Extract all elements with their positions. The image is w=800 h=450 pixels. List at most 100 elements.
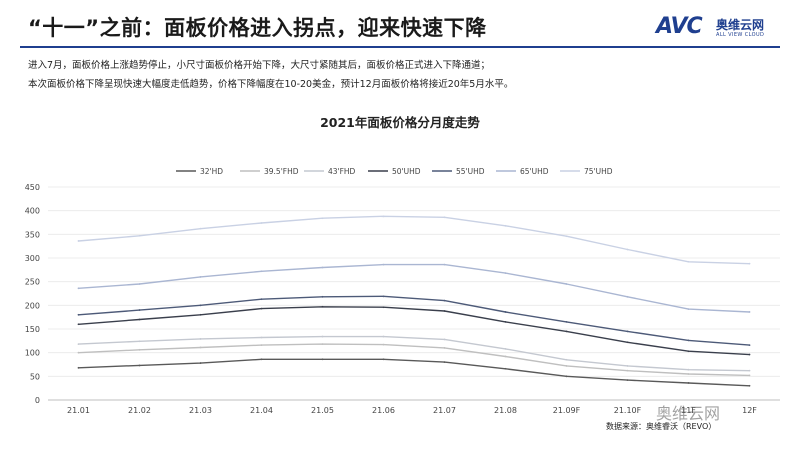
data-point — [504, 321, 507, 323]
data-point — [748, 353, 751, 356]
data-point — [626, 330, 629, 333]
series-line — [78, 358, 750, 387]
legend-label: 65'UHD — [520, 167, 549, 176]
description-line-1: 进入7月，面板价格上涨趋势停止，小尺寸面板价格开始下降，大尺寸紧随其后，面板价格… — [28, 60, 491, 71]
x-tick-label: 21.08 — [494, 406, 517, 415]
data-point — [443, 310, 446, 312]
data-point — [626, 295, 629, 298]
data-point — [199, 313, 202, 316]
data-point — [748, 369, 751, 372]
description-line-2: 本次面板价格下降呈现快速大幅度走低趋势，价格下降幅度在10-20美金，预计12月… — [28, 79, 514, 90]
data-point — [687, 368, 690, 371]
logo-mark: AVC — [656, 14, 703, 39]
data-point — [260, 358, 263, 361]
data-point — [77, 323, 80, 326]
data-point — [138, 318, 141, 321]
data-point — [626, 365, 629, 367]
data-point — [321, 217, 324, 220]
x-tick-label: 11F — [681, 406, 696, 415]
data-point — [382, 263, 385, 266]
x-tick-label: 21.10F — [614, 406, 642, 415]
x-tick-label: 21.06 — [372, 406, 395, 415]
legend-label: 55'UHD — [456, 167, 485, 176]
data-point — [321, 305, 324, 308]
y-tick-label: 300 — [25, 254, 40, 263]
legend-label: 50'UHD — [392, 167, 421, 176]
series-line — [78, 215, 750, 265]
legend-label: 75'UHD — [584, 167, 613, 176]
x-tick-label: 21.04 — [250, 406, 273, 415]
x-tick-label: 21.09F — [553, 406, 581, 415]
data-point — [565, 358, 568, 361]
data-point — [565, 365, 568, 367]
data-point — [504, 224, 507, 227]
y-tick-label: 350 — [25, 230, 40, 239]
y-tick-label: 50 — [30, 372, 40, 381]
data-point — [321, 266, 324, 269]
data-source-note: 数据来源：奥维睿沃（REVO） — [606, 422, 717, 431]
data-point — [77, 313, 80, 316]
data-point — [77, 287, 80, 290]
data-point — [504, 355, 507, 358]
series-line — [78, 295, 750, 346]
data-point — [77, 351, 80, 354]
data-point — [138, 309, 141, 311]
data-point — [565, 330, 568, 333]
data-point — [382, 215, 385, 218]
data-point — [138, 364, 141, 367]
data-point — [687, 308, 690, 311]
data-point — [260, 222, 263, 224]
x-tick-label: 21.05 — [311, 406, 334, 415]
series-line — [78, 335, 750, 372]
data-point — [504, 347, 507, 350]
legend-label: 43'FHD — [328, 167, 356, 176]
data-point — [138, 283, 141, 285]
legend-label: 32'HD — [200, 167, 223, 176]
data-point — [565, 375, 568, 378]
x-tick-label: 21.02 — [128, 406, 151, 415]
data-point — [443, 347, 446, 349]
data-point — [321, 358, 324, 361]
data-point — [504, 311, 507, 313]
series-line — [78, 263, 750, 313]
x-tick-label: 12F — [742, 406, 757, 415]
data-point — [77, 343, 80, 346]
data-point — [687, 350, 690, 353]
data-point — [565, 321, 568, 323]
page-title: “十一”之前：面板价格进入拐点，迎来快速下降 — [28, 16, 487, 40]
data-point — [138, 348, 141, 351]
data-point — [565, 283, 568, 285]
data-point — [687, 373, 690, 375]
data-point — [687, 260, 690, 263]
data-point — [382, 358, 385, 361]
data-point — [77, 240, 80, 242]
x-tick-label: 21.07 — [433, 406, 456, 415]
data-point — [199, 338, 202, 340]
data-point — [687, 382, 690, 384]
data-point — [565, 235, 568, 238]
data-point — [443, 216, 446, 219]
data-point — [748, 262, 751, 265]
data-point — [199, 227, 202, 230]
legend-label: 39.5'FHD — [264, 167, 299, 176]
logo-en-text: ALL VIEW CLOUD — [716, 32, 765, 38]
data-point — [260, 270, 263, 273]
data-point — [260, 344, 263, 346]
x-tick-label: 21.01 — [67, 406, 90, 415]
data-point — [199, 276, 202, 278]
data-point — [260, 307, 263, 310]
data-point — [748, 311, 751, 313]
brand-logo: AVC 奥维云网 ALL VIEW CLOUD — [656, 14, 776, 44]
data-point — [626, 369, 629, 372]
chart-title: 2021年面板价格分月度走势 — [320, 115, 480, 130]
data-point — [504, 367, 507, 370]
data-point — [321, 335, 324, 338]
series-line — [78, 306, 750, 356]
y-tick-label: 150 — [25, 325, 40, 334]
data-point — [626, 379, 629, 382]
data-point — [382, 295, 385, 298]
y-tick-label: 0 — [35, 396, 40, 405]
data-point — [504, 272, 507, 275]
data-point — [443, 299, 446, 302]
